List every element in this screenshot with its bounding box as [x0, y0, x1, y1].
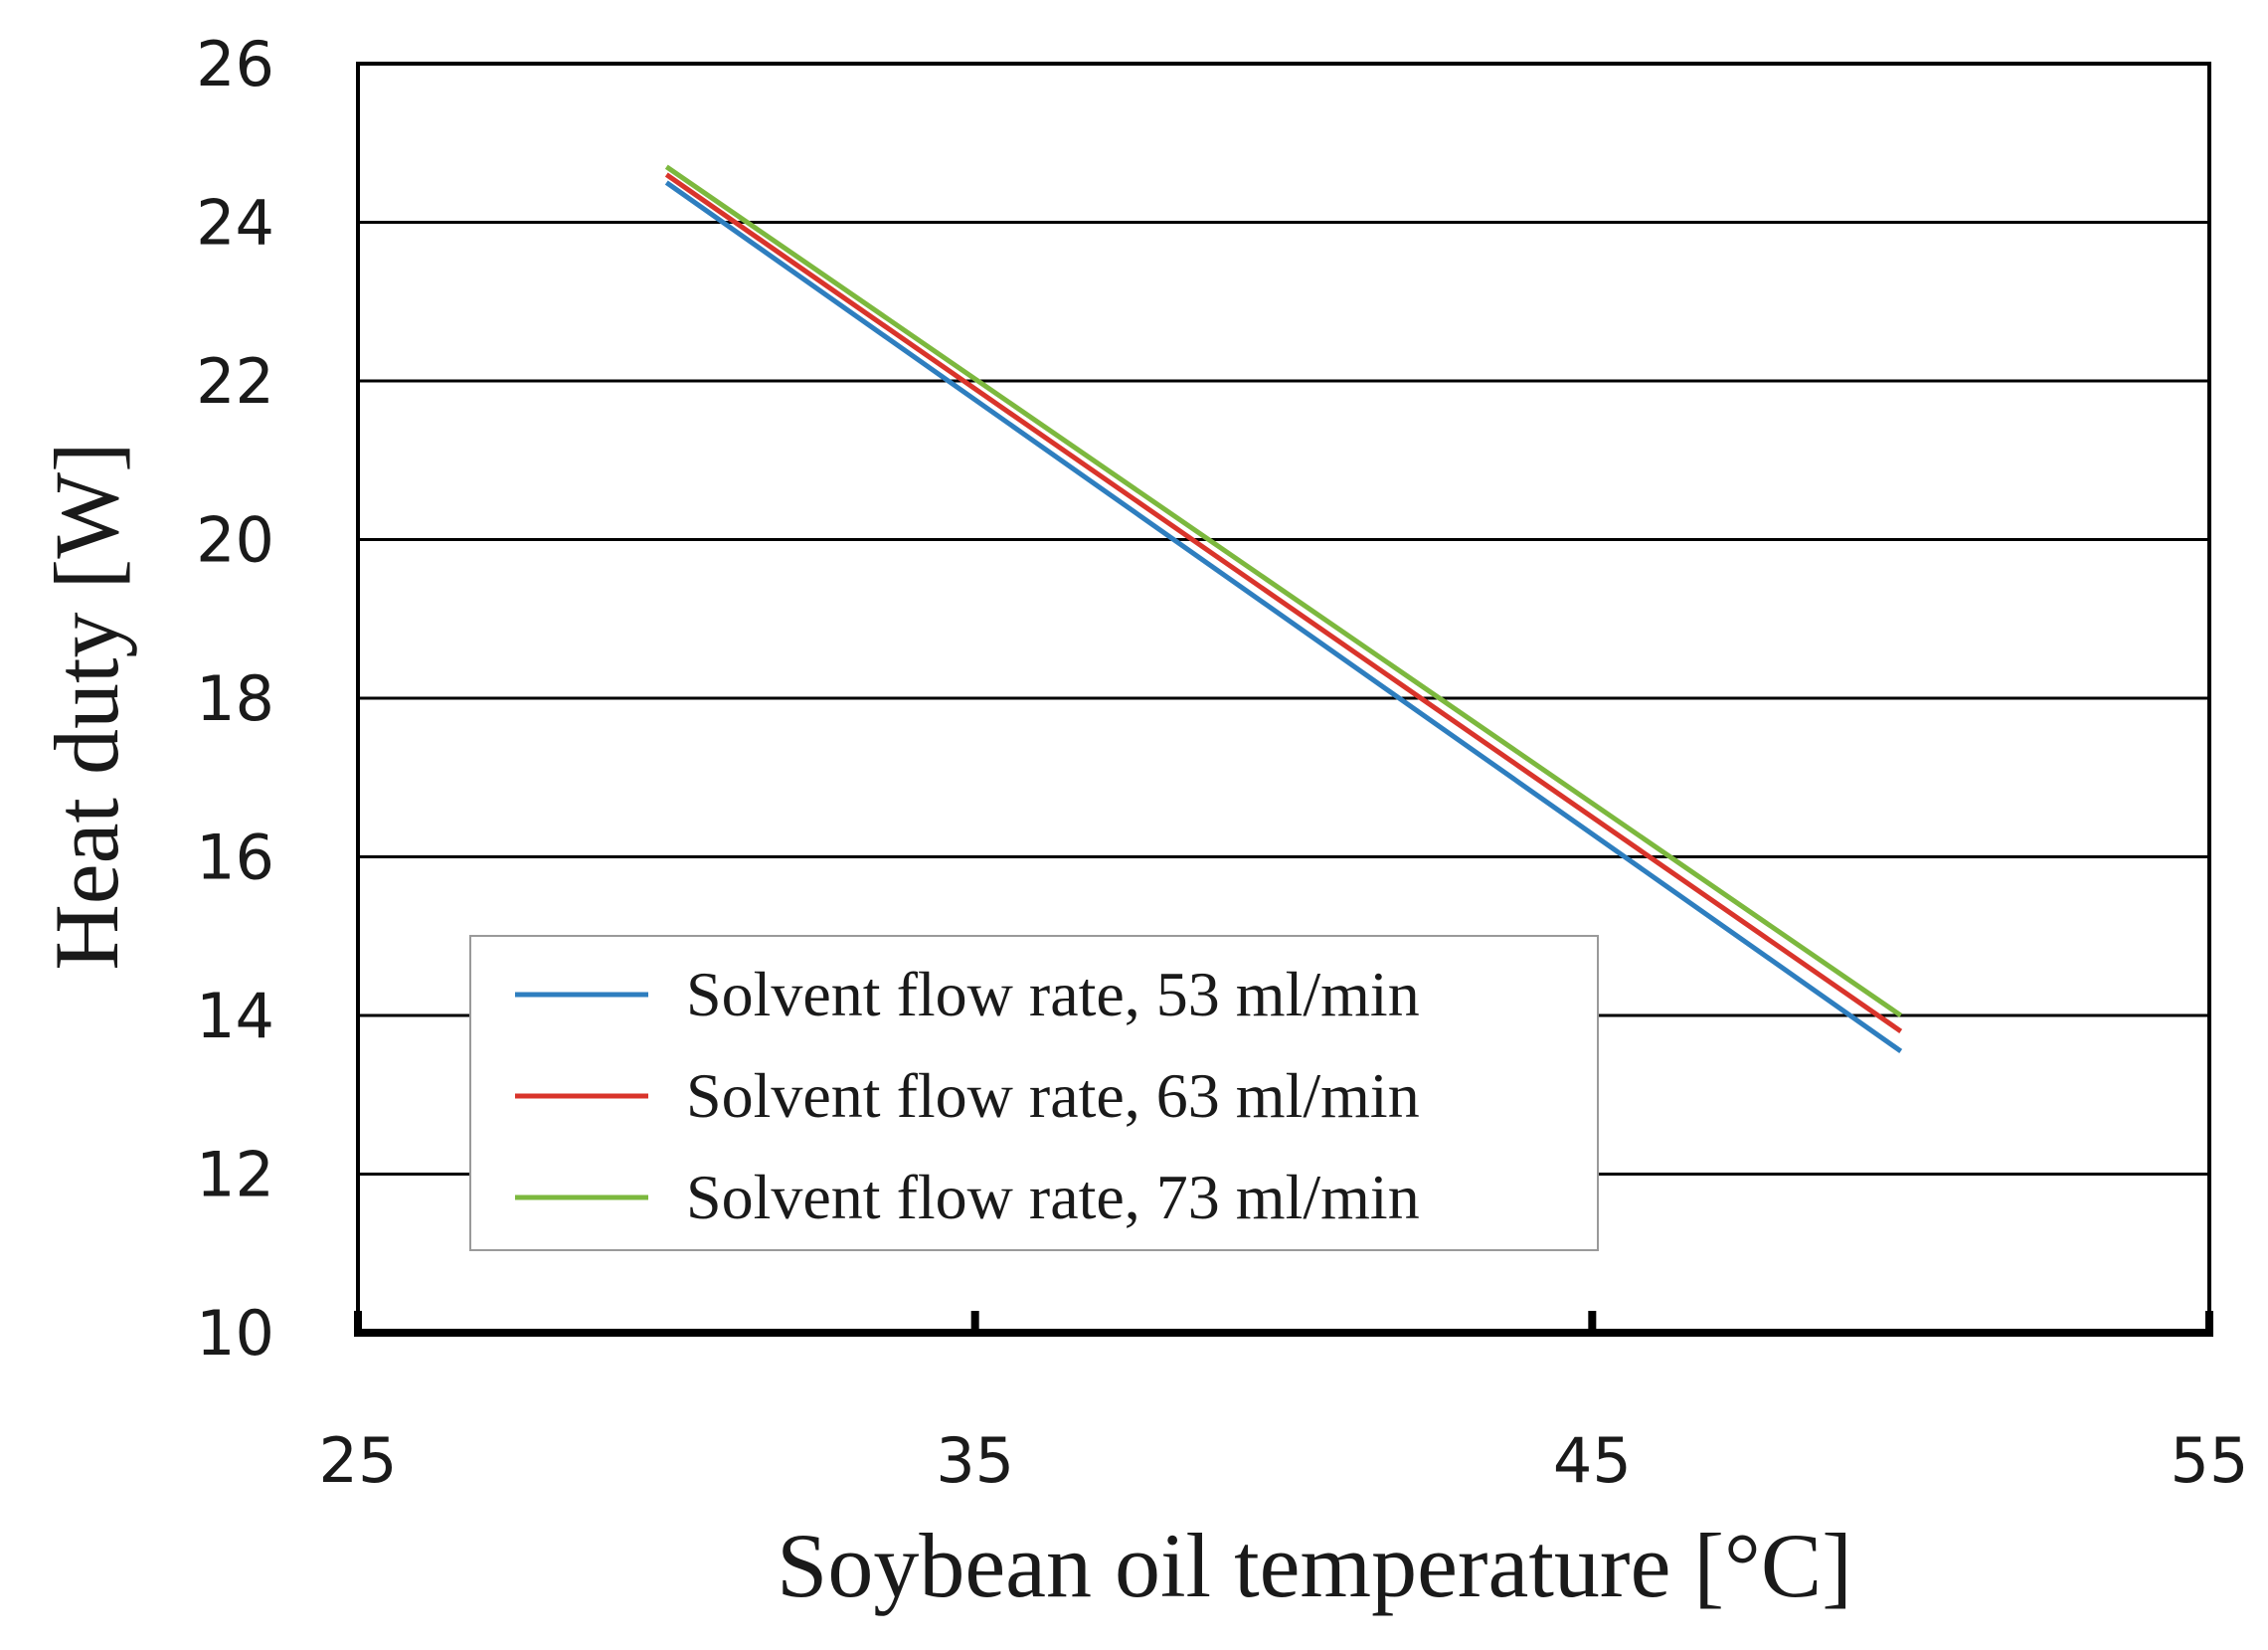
legend-label-53: Solvent flow rate, 53 ml/min: [686, 959, 1420, 1029]
y-axis-title: Heat duty [W]: [36, 442, 137, 970]
y-tick-label-22: 22: [196, 345, 274, 418]
y-tick-label-26: 26: [196, 28, 274, 100]
y-tick-label-10: 10: [196, 1297, 274, 1370]
legend: Solvent flow rate, 53 ml/min Solvent flo…: [469, 935, 1599, 1251]
series-line-0: [664, 180, 1903, 1053]
axes: [354, 62, 2213, 1337]
y-tick-label-18: 18: [196, 662, 274, 735]
series-lines: [664, 164, 1903, 1053]
tick-labels: 25 35 45 55 10 12 14 16 18 20 22 24 26: [196, 28, 2248, 1497]
legend-box: [469, 935, 1599, 1251]
y-tick-label-14: 14: [196, 980, 274, 1052]
x-tick-label-55: 55: [2171, 1424, 2249, 1497]
series-line-2: [664, 164, 1903, 1018]
legend-label-63: Solvent flow rate, 63 ml/min: [686, 1060, 1420, 1131]
x-axis-title: Soybean oil temperature [°C]: [777, 1515, 1852, 1616]
x-tick-label-45: 45: [1553, 1424, 1632, 1497]
y-tick-label-20: 20: [196, 504, 274, 577]
series-line-1: [664, 172, 1903, 1033]
y-tick-label-16: 16: [196, 822, 274, 894]
y-tick-label-12: 12: [196, 1139, 274, 1211]
x-tick-label-25: 25: [319, 1424, 398, 1497]
y-tick-label-24: 24: [196, 187, 274, 260]
legend-label-73: Solvent flow rate, 73 ml/min: [686, 1162, 1420, 1232]
x-tick-label-35: 35: [936, 1424, 1014, 1497]
